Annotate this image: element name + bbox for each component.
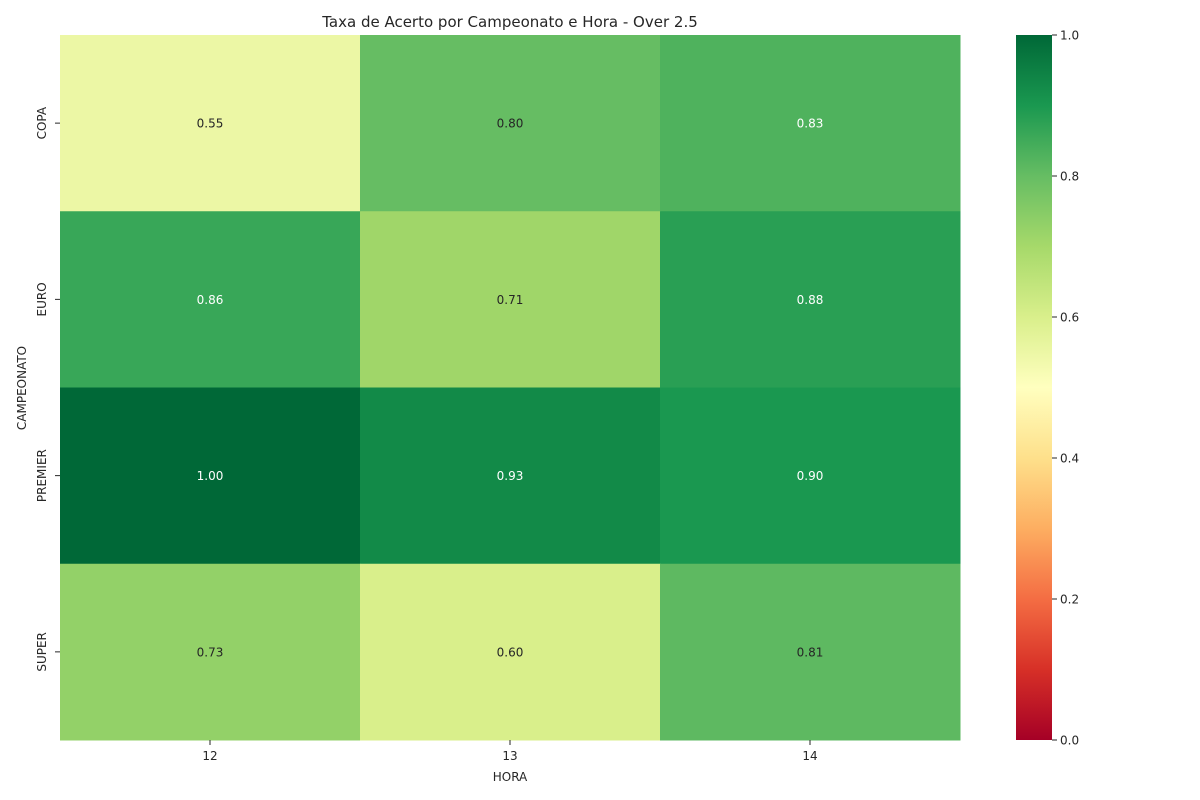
x-tick-label: 13 — [502, 749, 517, 763]
x-tick-label: 14 — [802, 749, 817, 763]
cell-value-label: 0.83 — [797, 117, 824, 131]
cell-value-label: 0.81 — [797, 645, 824, 659]
heatmap-cell — [60, 387, 361, 565]
cell-value-label: 0.55 — [197, 117, 224, 131]
cell-value-label: 0.60 — [497, 645, 524, 659]
cell-value-label: 0.93 — [497, 469, 524, 483]
heatmap-cell — [60, 563, 361, 741]
heatmap-cell — [660, 563, 961, 741]
y-tick-label: SUPER — [35, 632, 49, 672]
heatmap-cell — [660, 387, 961, 565]
heatmap-cell — [360, 211, 661, 388]
cell-value-label: 0.88 — [797, 293, 824, 307]
chart-title: Taxa de Acerto por Campeonato e Hora - O… — [321, 13, 698, 31]
colorbar-tick-label: 0.4 — [1060, 452, 1079, 466]
colorbar — [1016, 35, 1052, 740]
heatmap-cell — [60, 211, 361, 388]
colorbar-axis: 0.0 0.2 0.4 0.6 0.8 1.0 — [1052, 29, 1079, 748]
x-axis: 12 13 14 — [202, 740, 818, 763]
heatmap-cell — [60, 35, 361, 212]
y-axis-label: CAMPEONATO — [15, 346, 29, 430]
heatmap-cell — [360, 387, 661, 565]
cell-value-label: 0.71 — [497, 293, 524, 307]
heatmap-cells: 0.55 0.80 0.83 0.86 0.71 0.88 1.00 0.93 0.90 0.73… — [60, 35, 961, 741]
colorbar-tick-label: 0.6 — [1060, 311, 1079, 325]
colorbar-tick-label: 0.2 — [1060, 593, 1079, 607]
cell-value-label: 0.73 — [197, 645, 224, 659]
cell-value-label: 0.80 — [497, 117, 524, 131]
y-tick-label: EURO — [35, 282, 49, 316]
heatmap-cell — [360, 563, 661, 741]
heatmap-cell — [660, 35, 961, 212]
y-axis: COPA EURO PREMIER SUPER — [35, 106, 60, 672]
y-tick-label: COPA — [35, 106, 49, 139]
heatmap-cell — [660, 211, 961, 388]
colorbar-tick-label: 0.8 — [1060, 170, 1079, 184]
cell-value-label: 0.86 — [197, 293, 224, 307]
colorbar-tick-label: 1.0 — [1060, 29, 1079, 43]
heatmap-cell — [360, 35, 661, 212]
x-tick-label: 12 — [202, 749, 217, 763]
y-tick-label: PREMIER — [35, 449, 49, 502]
cell-value-label: 1.00 — [197, 469, 224, 483]
x-axis-label: HORA — [493, 770, 528, 784]
cell-value-label: 0.90 — [797, 469, 824, 483]
colorbar-tick-label: 0.0 — [1060, 734, 1079, 748]
